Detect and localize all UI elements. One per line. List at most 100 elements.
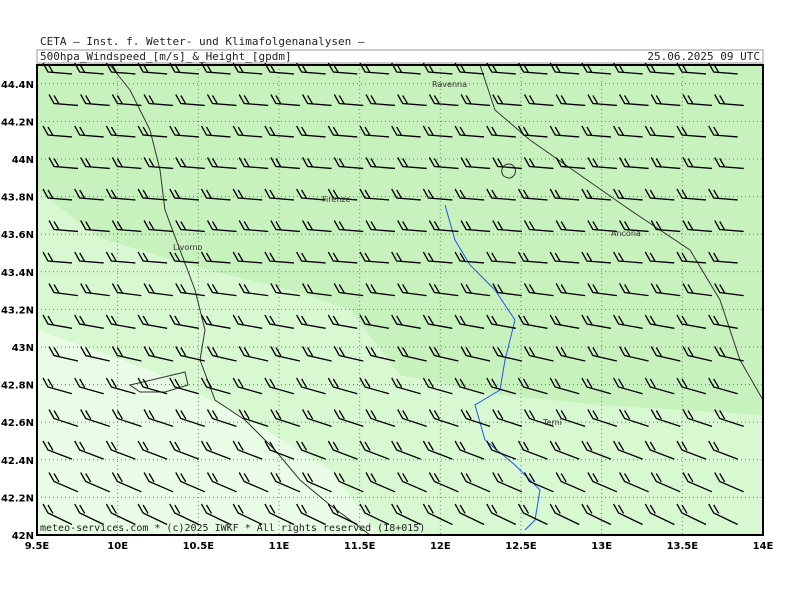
wind-barb xyxy=(523,94,554,107)
lat-tick-label: 42.4N xyxy=(1,456,34,467)
wind-barb xyxy=(359,503,390,526)
wind-barb xyxy=(296,503,326,526)
wind-barb xyxy=(48,472,79,493)
wind-barb xyxy=(581,377,612,395)
wind-barb xyxy=(581,314,612,329)
lon-tick-label: 11.5E xyxy=(344,541,376,552)
lon-tick-label: 14E xyxy=(753,541,774,552)
wind-barb xyxy=(422,377,453,395)
lat-tick-label: 42N xyxy=(12,531,34,542)
wind-barb xyxy=(296,188,326,201)
wind-barb xyxy=(714,157,744,170)
wind-barb xyxy=(581,503,612,526)
wind-barb xyxy=(454,377,485,395)
wind-barb xyxy=(296,440,326,460)
wind-barb xyxy=(232,125,263,138)
wind-barb xyxy=(143,409,174,428)
wind-barb xyxy=(296,125,326,138)
wind-barb xyxy=(613,188,643,201)
lon-tick-label: 13.5E xyxy=(667,541,699,552)
wind-barb xyxy=(200,377,231,395)
coast-east xyxy=(479,64,764,401)
wind-barb xyxy=(619,346,649,362)
wind-barb xyxy=(200,188,231,201)
wind-barb xyxy=(333,472,364,493)
wind-barb xyxy=(517,503,548,526)
lon-tick-label: 9.5E xyxy=(25,541,50,552)
wind-barb xyxy=(682,283,713,297)
footer: meteo-services.com * (c)2025 IWKF * All … xyxy=(40,523,425,534)
wind-barb xyxy=(523,472,554,493)
wind-barb xyxy=(650,472,681,493)
wind-barb xyxy=(333,283,364,297)
wind-barb xyxy=(302,94,332,107)
wind-barb xyxy=(486,125,516,138)
wind-barb xyxy=(714,472,744,493)
wind-barb xyxy=(619,220,649,233)
lat-tick-label: 44.2N xyxy=(1,117,34,128)
wind-barb xyxy=(644,314,675,329)
wind-barb xyxy=(48,220,79,233)
wind-barb xyxy=(296,377,326,395)
wind-barb xyxy=(581,125,611,138)
wind-barb xyxy=(42,188,73,201)
wind-barb xyxy=(676,125,707,138)
wind-barb xyxy=(486,251,516,264)
place-label: Livorno xyxy=(173,243,203,252)
wind-barb xyxy=(137,440,168,460)
wind-barb xyxy=(169,125,199,138)
wind-barb xyxy=(422,314,453,329)
wind-barb xyxy=(270,472,301,493)
wind-barb xyxy=(143,94,174,107)
wind-barb xyxy=(682,157,713,170)
wind-barb xyxy=(708,314,738,329)
wind-barb xyxy=(365,346,396,362)
wind-barb xyxy=(238,346,269,362)
wind-barb xyxy=(232,188,263,201)
wind-barb xyxy=(492,346,522,362)
wind-barb xyxy=(644,377,675,395)
wind-barb xyxy=(74,125,104,138)
wind-barb xyxy=(613,251,643,264)
wind-barb xyxy=(327,503,358,526)
coastline xyxy=(109,64,764,536)
wind-barb xyxy=(169,440,200,460)
wind-barb xyxy=(42,314,73,329)
wind-barb xyxy=(650,346,681,362)
wind-barb xyxy=(80,94,110,107)
wind-barb xyxy=(232,251,263,264)
wind-barb xyxy=(200,125,231,138)
lat-tick-label: 43.2N xyxy=(1,305,34,316)
wind-barb xyxy=(676,503,707,526)
wind-barb xyxy=(365,409,396,428)
wind-barb xyxy=(587,409,618,428)
wind-barb xyxy=(555,157,586,170)
wind-barb xyxy=(523,409,554,428)
wind-barb xyxy=(492,94,522,107)
place-label: Ravenna xyxy=(432,80,467,89)
wind-barb xyxy=(644,188,675,201)
wind-barb xyxy=(460,346,491,362)
wind-barb xyxy=(714,283,744,297)
wind-barb xyxy=(264,314,295,329)
wind-barb xyxy=(206,157,237,170)
wind-barb xyxy=(365,220,396,233)
wind-barb xyxy=(549,503,580,526)
wind-barb xyxy=(676,440,707,460)
wind-barb xyxy=(682,409,713,428)
wind-barb xyxy=(397,472,427,493)
wind-barb xyxy=(549,251,580,264)
lon-tick-label: 11E xyxy=(269,541,290,552)
wind-barb xyxy=(105,503,136,526)
wind-barb xyxy=(428,409,459,428)
wind-barb xyxy=(169,503,200,526)
wind-barb xyxy=(302,220,332,233)
wind-barb xyxy=(74,188,104,201)
lat-tick-label: 42.2N xyxy=(1,493,34,504)
wind-barb xyxy=(523,157,554,170)
wind-barb xyxy=(232,503,263,526)
wind-barb xyxy=(486,188,516,201)
wind-barb xyxy=(492,157,522,170)
wind-barb xyxy=(200,440,231,460)
wind-barb xyxy=(613,377,643,395)
